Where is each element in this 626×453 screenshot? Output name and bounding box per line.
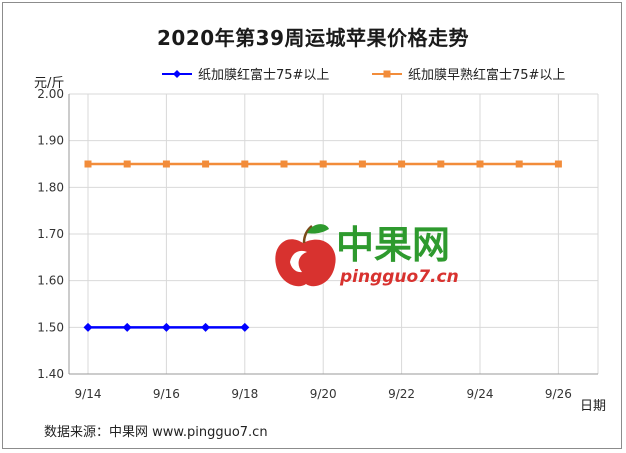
legend-marker-diamond-icon [162, 69, 192, 78]
data-point-diamond [240, 322, 250, 332]
data-point-square [241, 160, 249, 168]
x-tick-label: 9/26 [545, 387, 572, 401]
x-axis-ticks: 9/14 9/16 9/18 9/20 9/22 9/24 9/26 [75, 387, 572, 401]
data-point-diamond [122, 322, 132, 332]
y-axis-label: 元/斤 [34, 76, 65, 91]
x-tick-label: 9/18 [231, 387, 258, 401]
x-tick-label: 9/14 [75, 387, 102, 401]
data-point-square [202, 160, 210, 168]
data-point-square [476, 160, 484, 168]
data-point-square [280, 160, 288, 168]
y-tick-label: 1.40 [37, 367, 64, 381]
x-tick-label: 9/24 [467, 387, 494, 401]
legend-label-series-1: 纸加膜红富士75#以上 [198, 68, 330, 83]
watermark-cn: 中果网 [336, 223, 450, 267]
apple-logo-icon [275, 224, 336, 287]
data-point-square [515, 160, 523, 168]
x-tick-label: 9/22 [388, 387, 415, 401]
watermark-logo: 中果网 pingguo7.cn [275, 223, 459, 287]
data-point-square [398, 160, 406, 168]
y-tick-label: 1.50 [37, 320, 64, 334]
data-point-square [437, 160, 445, 168]
data-point-square [123, 160, 131, 168]
data-source-note: 数据来源：中果网 www.pingguo7.cn [44, 425, 268, 440]
data-point-square [162, 160, 170, 168]
gridlines [68, 93, 599, 375]
series-layer [83, 160, 562, 332]
x-tick-label: 9/16 [153, 387, 180, 401]
y-tick-label: 2.00 [37, 87, 64, 101]
data-point-square [84, 160, 92, 168]
data-point-diamond [161, 322, 171, 332]
y-axis-ticks: 2.00 1.90 1.80 1.70 1.60 1.50 1.40 [37, 87, 64, 381]
legend-marker-square-icon [372, 70, 402, 77]
x-tick-label: 9/20 [310, 387, 337, 401]
data-point-square [358, 160, 366, 168]
watermark-en: pingguo7.cn [339, 267, 459, 287]
data-point-square [554, 160, 562, 168]
x-axis-label: 日期 [580, 399, 607, 414]
y-tick-label: 1.80 [37, 180, 64, 194]
data-point-diamond [83, 322, 93, 332]
data-point-square [319, 160, 327, 168]
chart-title: 2020年第39周运城苹果价格走势 [157, 26, 469, 50]
y-tick-label: 1.60 [37, 274, 64, 288]
y-tick-label: 1.70 [37, 227, 64, 241]
data-point-diamond [201, 322, 211, 332]
legend-item-series-2: 纸加膜早熟红富士75#以上 [372, 64, 565, 83]
legend-item-series-1: 纸加膜红富士75#以上 [162, 64, 329, 83]
legend-label-series-2: 纸加膜早熟红富士75#以上 [408, 68, 566, 83]
y-tick-label: 1.90 [37, 134, 64, 148]
